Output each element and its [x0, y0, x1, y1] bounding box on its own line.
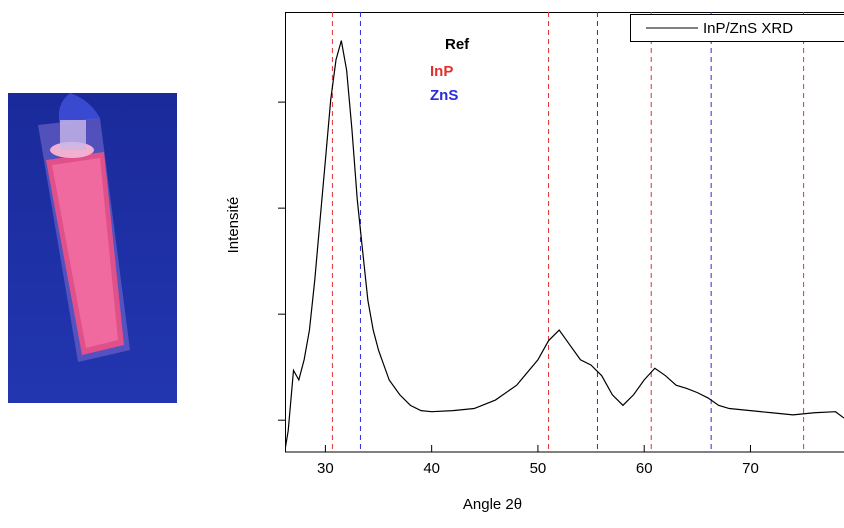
reference-label: InP — [430, 63, 453, 80]
x-axis-label: Angle 2θ — [463, 496, 522, 513]
cuvette-photo — [8, 93, 177, 403]
reference-label: ZnS — [430, 87, 458, 104]
legend-label: InP/ZnS XRD — [703, 20, 793, 37]
data-line — [285, 41, 844, 450]
x-tick-label: 30 — [317, 460, 334, 477]
annotation: Ref — [445, 36, 470, 53]
plot-frame — [286, 13, 844, 453]
y-axis-label: Intensité — [225, 197, 242, 254]
x-tick-label: 70 — [742, 460, 759, 477]
x-tick-label: 60 — [636, 460, 653, 477]
x-tick-label: 40 — [423, 460, 440, 477]
plot-area — [285, 12, 844, 452]
x-tick-label: 50 — [530, 460, 547, 477]
